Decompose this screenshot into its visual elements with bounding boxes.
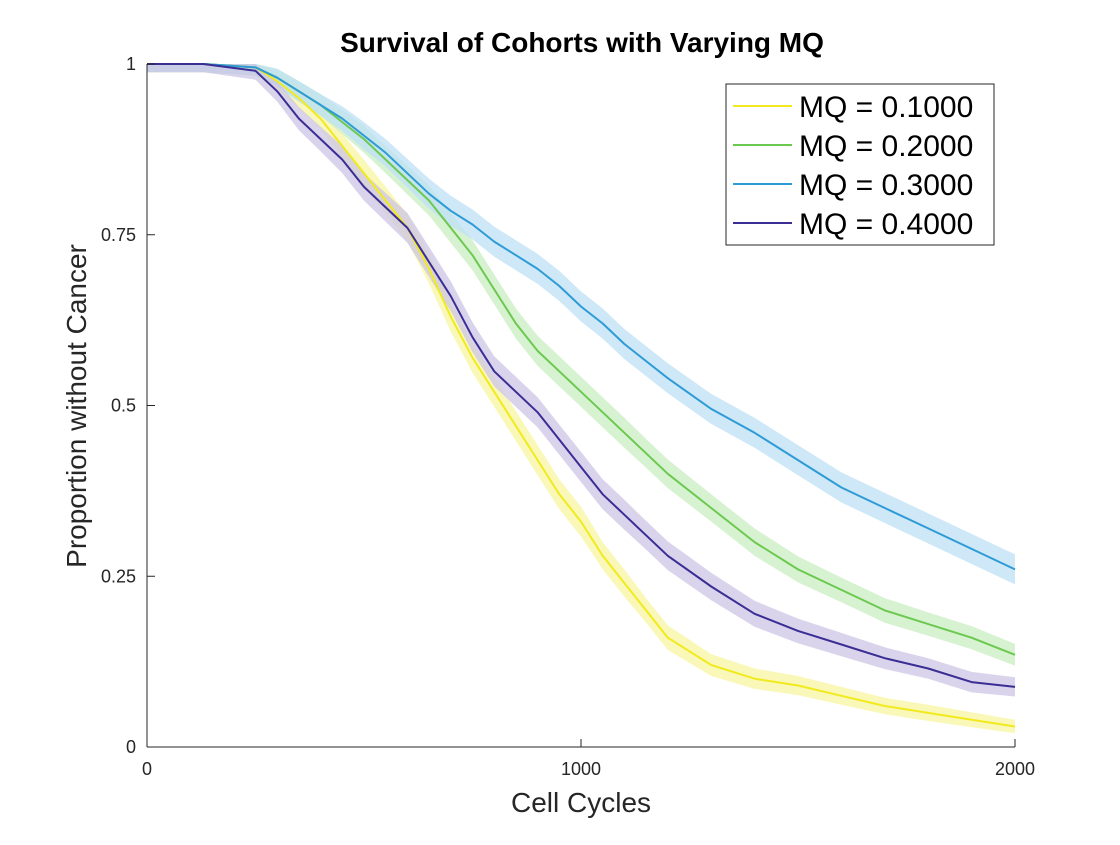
confidence-band-3 xyxy=(147,64,1015,585)
x-tick-label: 0 xyxy=(142,759,152,779)
y-tick-label: 0.25 xyxy=(101,566,136,586)
legend-items: MQ = 0.1000 MQ = 0.2000 MQ = 0.3000 MQ = 0.… xyxy=(733,91,973,241)
y-tick-label: 1 xyxy=(126,54,136,74)
chart-title: Survival of Cohorts with Varying MQ xyxy=(340,27,824,58)
legend: MQ = 0.1000 MQ = 0.2000 MQ = 0.3000 MQ = 0.… xyxy=(725,83,995,246)
series-line-1 xyxy=(147,63,1016,728)
series-lines xyxy=(147,63,1016,728)
y-tick-label: 0 xyxy=(126,737,136,757)
series-line-4 xyxy=(147,63,1016,688)
x-axis-label: Cell Cycles xyxy=(511,787,651,818)
x-tick-label: 1000 xyxy=(561,759,601,779)
series-line-3 xyxy=(147,63,1016,571)
legend-box xyxy=(725,83,995,246)
confidence-bands xyxy=(147,64,1015,734)
y-tick-label: 0.75 xyxy=(101,225,136,245)
x-tick-label: 2000 xyxy=(995,759,1035,779)
y-tick-label: 0.5 xyxy=(111,396,136,416)
y-axis-label: Proportion without Cancer xyxy=(61,244,92,568)
y-axis-ticks: 0 0.25 0.5 0.75 1 xyxy=(101,54,155,757)
legend-label-2: MQ = 0.2000 xyxy=(799,130,973,163)
x-axis-ticks: 0 1000 2000 xyxy=(142,739,1035,779)
legend-label-4: MQ = 0.4000 xyxy=(799,208,973,241)
legend-label-1: MQ = 0.1000 xyxy=(799,91,973,124)
legend-label-3: MQ = 0.3000 xyxy=(799,169,973,202)
